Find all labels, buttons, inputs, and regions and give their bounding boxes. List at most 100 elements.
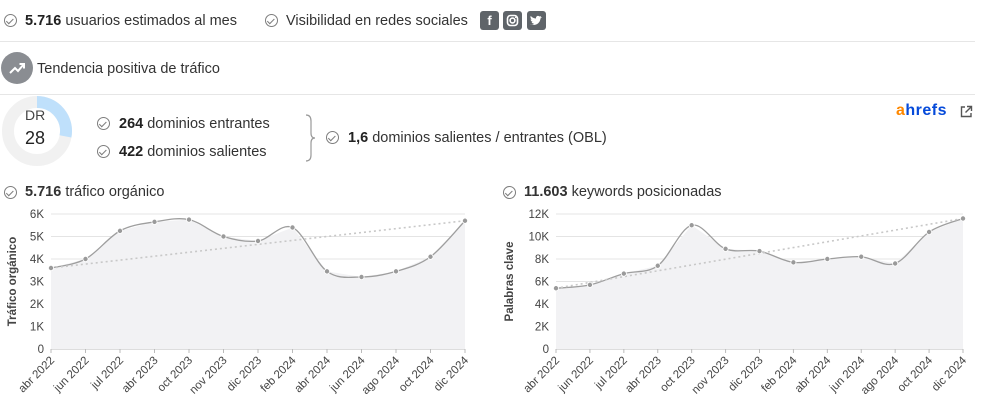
ahrefs-logo[interactable]: ahrefs — [896, 102, 947, 120]
y-tick-label: 12K — [529, 209, 550, 221]
traffic-chart-label: tráfico orgánico — [65, 184, 165, 200]
estimated-users-value: 5.716 — [25, 13, 62, 29]
data-point[interactable] — [553, 285, 560, 292]
dr-gauge — [2, 96, 72, 166]
data-point[interactable] — [427, 253, 434, 260]
estimated-users-stat: 5.716 usuarios estimados al mes — [25, 12, 237, 30]
x-tick-label: ago 2024 — [859, 354, 902, 397]
x-tick-label: nov 2023 — [690, 355, 732, 397]
data-point[interactable] — [48, 265, 55, 272]
x-tick-label: nov 2023 — [188, 355, 230, 397]
traffic-chart-value: 5.716 — [25, 184, 62, 200]
data-point[interactable] — [654, 262, 661, 269]
y-tick-label: 5K — [30, 232, 44, 244]
data-point[interactable] — [620, 270, 627, 277]
y-tick-label: 10K — [529, 232, 550, 244]
x-tick-label: abr 2022 — [17, 355, 58, 396]
obl-check-icon — [326, 131, 339, 144]
y-tick-label: 2K — [30, 299, 44, 311]
x-tick-label: abr 2023 — [623, 355, 664, 396]
users-check-icon — [4, 14, 17, 27]
social-check-icon — [265, 14, 278, 27]
dr-score-arc — [36, 96, 72, 138]
data-point[interactable] — [289, 224, 296, 231]
data-point[interactable] — [323, 268, 330, 275]
y-tick-label: 6K — [30, 209, 44, 221]
dr-label: DR — [25, 107, 46, 123]
incoming-domains-label: dominios entrantes — [147, 116, 270, 132]
x-tick-label: dic 2023 — [225, 355, 264, 394]
organic-traffic-chart: 0 1K 2K 3K 4K 5K 6K Tráfico orgánico abr 2022jun… — [7, 209, 472, 397]
facebook-icon[interactable]: f — [480, 11, 499, 30]
data-point[interactable] — [82, 256, 89, 263]
data-point[interactable] — [586, 281, 593, 288]
data-point[interactable] — [461, 217, 468, 224]
data-point[interactable] — [358, 274, 365, 281]
x-tick-label: oct 2024 — [896, 354, 936, 394]
twitter-icon[interactable] — [527, 11, 546, 30]
y-tick-label: 0 — [38, 344, 44, 356]
data-point[interactable] — [688, 222, 695, 229]
x-tick-label: dic 2024 — [930, 354, 970, 394]
data-point[interactable] — [892, 260, 899, 267]
data-point[interactable] — [151, 218, 158, 225]
data-point[interactable] — [959, 215, 966, 222]
x-tick-label: jun 2022 — [51, 355, 91, 395]
y-tick-label: 1K — [30, 322, 44, 334]
external-link-icon[interactable] — [959, 105, 973, 119]
data-point[interactable] — [926, 228, 933, 235]
y-tick-label: 3K — [30, 277, 44, 289]
x-tick-label: jun 2022 — [556, 355, 596, 395]
traffic-check-icon — [4, 186, 17, 199]
outgoing-domains-stat: 422 dominios salientes — [119, 143, 267, 161]
x-tick-label: abr 2022 — [522, 355, 563, 396]
y-tick-label: 0 — [543, 344, 549, 356]
brace-icon — [305, 114, 316, 162]
keywords-chart-value: 11.603 — [524, 184, 568, 200]
obl-stat: 1,6 dominios salientes / entrantes (OBL) — [348, 129, 607, 147]
y-tick-label: 8K — [535, 254, 549, 266]
trend-up-icon — [1, 52, 33, 84]
obl-value: 1,6 — [348, 130, 369, 146]
outgoing-domains-label: dominios salientes — [147, 144, 267, 160]
y-tick-label: 6K — [535, 277, 549, 289]
social-visibility-label: Visibilidad en redes sociales — [286, 13, 468, 29]
data-point[interactable] — [254, 238, 261, 245]
y-tick-label: 4K — [535, 299, 549, 311]
data-point[interactable] — [722, 245, 729, 252]
x-tick-label: ago 2024 — [360, 354, 403, 397]
keywords-chart-label: keywords posicionadas — [571, 184, 722, 200]
x-tick-label: abr 2024 — [793, 354, 834, 395]
data-point[interactable] — [185, 216, 192, 223]
x-tick-label: abr 2024 — [293, 354, 334, 395]
data-point[interactable] — [392, 268, 399, 275]
outgoing-domains-value: 422 — [119, 144, 144, 160]
obl-label: dominios salientes / entrantes (OBL) — [372, 130, 607, 146]
separator-2 — [0, 94, 975, 95]
y-axis-label: Palabras clave — [504, 242, 516, 322]
estimated-users-label: usuarios estimados al mes — [65, 13, 237, 29]
y-tick-label: 2K — [535, 322, 549, 334]
data-point[interactable] — [824, 256, 831, 263]
data-point[interactable] — [220, 233, 227, 240]
y-axis-label: Tráfico orgánico — [7, 237, 19, 326]
incoming-domains-value: 264 — [119, 116, 144, 132]
data-point[interactable] — [790, 259, 797, 266]
data-point[interactable] — [756, 248, 763, 255]
y-tick-label: 4K — [30, 254, 44, 266]
ahrefs-logo-a: a — [896, 102, 906, 119]
x-tick-label: dic 2024 — [432, 354, 472, 394]
x-tick-label: abr 2023 — [120, 355, 161, 396]
dr-value: 28 — [25, 128, 46, 148]
data-point[interactable] — [858, 253, 865, 260]
separator-1 — [0, 41, 975, 42]
incoming-domains-stat: 264 dominios entrantes — [119, 115, 270, 133]
instagram-icon[interactable] — [503, 11, 522, 30]
ahrefs-logo-rest: hrefs — [905, 102, 948, 119]
outgoing-check-icon — [97, 145, 110, 158]
area-fill — [51, 219, 465, 349]
data-point[interactable] — [117, 227, 124, 234]
traffic-trend-label: Tendencia positiva de tráfico — [37, 61, 220, 77]
keywords-chart-title: 11.603 keywords posicionadas — [524, 184, 722, 200]
traffic-chart-title: 5.716 tráfico orgánico — [25, 184, 164, 200]
